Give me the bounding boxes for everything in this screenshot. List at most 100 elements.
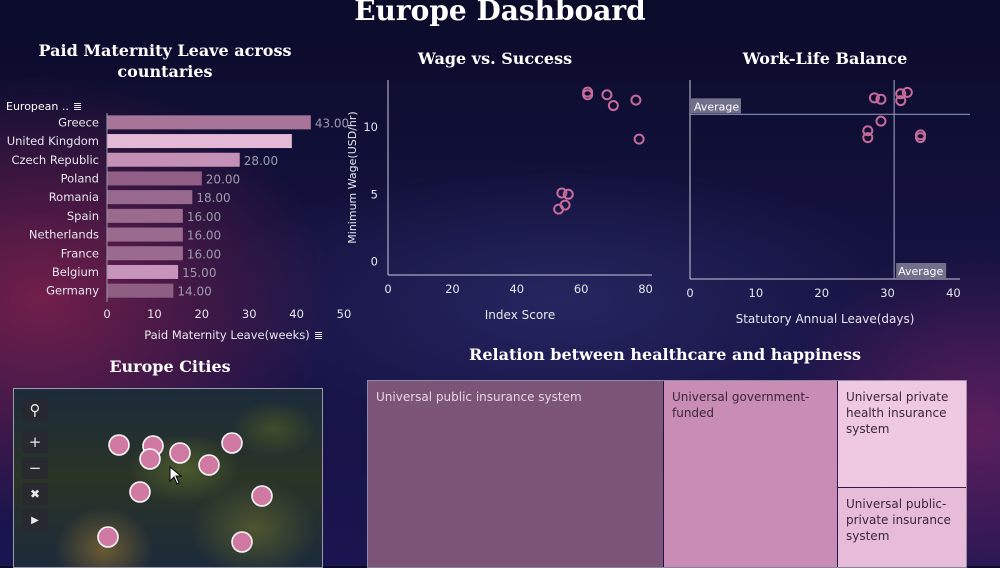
balance-ref-label-x: Average — [898, 265, 943, 278]
wage-point-1 — [582, 89, 594, 101]
treemap-cell-public-private[interactable]: Universal public-private insurance syste… — [838, 488, 966, 567]
balance-point-1 — [875, 93, 887, 105]
bar-value-label: 16.00 — [187, 210, 221, 224]
wage-x-tick: 0 — [384, 282, 391, 296]
balance-point-2 — [895, 88, 907, 100]
balance-point-4 — [895, 95, 907, 107]
treemap-label-private: Universal private health insurance syste… — [846, 390, 949, 436]
balance-ref-label-y: Average — [694, 100, 739, 113]
balance-point-5 — [875, 115, 887, 127]
bar-value-label: 14.00 — [177, 285, 211, 299]
bar-category-label: Romania — [49, 190, 99, 204]
wage-x-tick: 40 — [509, 282, 524, 296]
balance-x-tick: 20 — [814, 286, 829, 300]
map-city-marker-5 — [198, 454, 220, 476]
bar-value-label: 20.00 — [206, 172, 240, 186]
bar-7 — [107, 246, 183, 261]
wage-x-tick: 20 — [445, 282, 460, 296]
wage-point-3 — [607, 100, 619, 112]
bar-value-label: 28.00 — [244, 154, 278, 168]
wage-y-tick: 5 — [371, 187, 378, 201]
wage-y-tick: 0 — [371, 255, 378, 269]
balance-point-3 — [901, 86, 913, 98]
maternity-chart-title: Paid Maternity Leave across countaries — [38, 41, 292, 81]
cities-map-title: Europe Cities — [109, 357, 231, 376]
balance-x-axis-label: Statutory Annual Leave(days) — [736, 312, 915, 326]
europe-cities-map[interactable]: ⚲ + − ✖ ▶ — [13, 388, 323, 568]
wage-scatter-chart: 0 20 40 60 80 0 5 10 Index Score Minimum Wage(USD… — [346, 80, 653, 322]
balance-point-7 — [862, 132, 874, 144]
bar-2 — [107, 152, 240, 167]
cursor-icon — [169, 466, 183, 485]
treemap-label-public: Universal public insurance system — [376, 390, 582, 404]
dashboard-title: Europe Dashboard — [354, 0, 646, 27]
treemap-label-public-private: Universal public-private insurance syste… — [846, 497, 951, 543]
bar-8 — [107, 264, 179, 279]
treemap-cell-public[interactable]: Universal public insurance system — [368, 381, 663, 567]
bar-x-tick: 30 — [242, 307, 257, 321]
bar-5 — [107, 208, 183, 223]
treemap-cell-government[interactable]: Universal government-funded — [664, 381, 837, 567]
wage-x-tick: 60 — [574, 282, 589, 296]
balance-ref-label-box-x — [896, 263, 947, 278]
bar-1 — [107, 134, 292, 149]
bar-x-tick: 10 — [147, 307, 162, 321]
map-city-marker-4 — [221, 432, 243, 454]
bar-0 — [107, 115, 311, 130]
map-city-marker-6 — [129, 481, 151, 503]
balance-x-tick: 0 — [686, 286, 693, 300]
wage-point-7 — [562, 188, 574, 200]
healthcare-treemap: Universal public insurance system Univer… — [367, 380, 967, 568]
map-city-marker-8 — [97, 526, 119, 548]
zoom-in-icon[interactable]: + — [22, 431, 48, 453]
wage-point-9 — [553, 203, 565, 215]
bar-header-label: European .. — [6, 100, 69, 113]
balance-chart-title: Work-Life Balance — [742, 49, 908, 68]
bar-value-label: 16.00 — [187, 247, 221, 261]
balance-x-tick: 10 — [749, 286, 764, 300]
wage-x-axis-label: Index Score — [485, 308, 555, 322]
bar-x-tick: 0 — [103, 307, 110, 321]
bar-x-tick: 50 — [337, 307, 352, 321]
bar-category-label: Netherlands — [29, 228, 99, 242]
bar-category-label: Czech Republic — [11, 153, 99, 167]
bar-x-axis-label: Paid Maternity Leave(weeks) — [144, 328, 310, 342]
play-icon[interactable]: ▶ — [22, 509, 48, 531]
wage-point-5 — [633, 133, 645, 145]
bar-category-label: United Kingdom — [7, 134, 99, 148]
bar-value-label: 43.00 — [315, 116, 349, 130]
bar-x-tick: 40 — [289, 307, 304, 321]
maternity-bar-chart: European .. ≣ Greece 43.00 United Kingdom Cze… — [6, 100, 352, 342]
bar-value-label: 16.00 — [187, 229, 221, 243]
wage-x-tick: 80 — [638, 282, 653, 296]
bar-6 — [107, 227, 183, 242]
zoom-out-icon[interactable]: − — [22, 457, 48, 479]
bar-category-label: Poland — [61, 171, 99, 185]
bar-9 — [107, 283, 174, 298]
sort-icon: ≣ — [314, 329, 323, 342]
balance-point-0 — [868, 92, 880, 104]
bar-category-label: France — [61, 246, 99, 260]
balance-point-9 — [914, 132, 926, 144]
balance-scatter-chart: 0 10 20 30 40 Statutory Annual Leave(days) Ave… — [686, 80, 970, 326]
bar-4 — [107, 190, 193, 205]
map-city-marker-0 — [108, 434, 130, 456]
treemap-cell-private[interactable]: Universal private health insurance syste… — [838, 381, 966, 487]
pin-icon[interactable]: ✖ — [22, 483, 48, 505]
bar-category-label: Spain — [67, 209, 99, 223]
wage-point-2 — [601, 89, 613, 101]
map-markers-layer — [97, 432, 273, 553]
map-city-marker-3 — [169, 442, 191, 464]
map-city-marker-2 — [139, 448, 161, 470]
balance-point-6 — [862, 125, 874, 137]
bar-category-label: Greece — [58, 115, 99, 129]
bar-category-label: Belgium — [52, 265, 99, 279]
map-city-marker-9 — [231, 531, 253, 553]
sort-icon: ≣ — [73, 100, 82, 113]
bar-value-label: 15.00 — [182, 266, 216, 280]
map-city-marker-7 — [251, 485, 273, 507]
healthcare-chart-title: Relation between healthcare and happines… — [469, 345, 861, 364]
map-toolbar: ⚲ + − ✖ ▶ — [22, 399, 50, 535]
wage-y-axis-label: Minimum Wage(USD/hr) — [346, 111, 359, 243]
search-icon[interactable]: ⚲ — [22, 399, 48, 421]
